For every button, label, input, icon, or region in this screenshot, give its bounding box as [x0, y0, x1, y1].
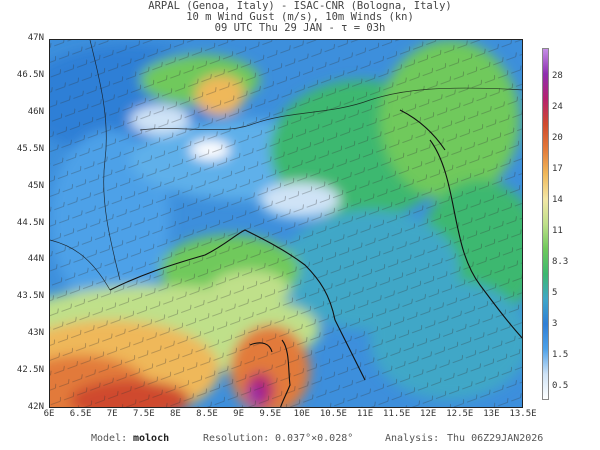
- borders: [50, 40, 522, 291]
- lat-tick-label: 46.5N: [16, 69, 44, 80]
- title-line-1: ARPAL (Genoa, Italy) - ISAC-CNR (Bologna…: [148, 0, 452, 12]
- lat-tick-label: 47N: [27, 33, 44, 43]
- title-line-2: 10 m Wind Gust (m/s), 10m Winds (kn): [186, 11, 414, 23]
- lon-tick-label: 6E: [43, 409, 55, 419]
- resolution-value: 0.037°×0.028°: [275, 433, 354, 444]
- lat-tick-label: 44.5N: [16, 217, 44, 228]
- map-canvas: [50, 40, 522, 407]
- lon-tick-label: 6.5E: [69, 409, 92, 419]
- colorbar-tick-label: 17: [552, 164, 563, 174]
- coastlines: [109, 109, 522, 407]
- lon-tick-label: 10E: [293, 409, 310, 419]
- lon-tick-label: 8E: [169, 409, 181, 419]
- lon-tick-label: 13E: [483, 409, 500, 419]
- lat-tick-label: 44N: [27, 254, 44, 265]
- colorbar-tick-label: 8.3: [552, 257, 569, 267]
- lat-tick-label: 45.5N: [16, 143, 44, 154]
- lon-tick-label: 7E: [106, 409, 118, 419]
- lon-tick-label: 9E: [233, 409, 245, 419]
- colorbar-tick-label: 11: [552, 226, 563, 236]
- model-label: Model:: [91, 433, 128, 444]
- lon-tick-label: 12E: [420, 409, 437, 419]
- model-name: moloch: [133, 433, 170, 444]
- colorbar-tick-label: 1.5: [552, 350, 569, 360]
- lon-tick-label: 8.5E: [196, 409, 218, 419]
- lat-tick-label: 45N: [27, 180, 44, 191]
- lon-tick-label: 11.5E: [383, 409, 411, 419]
- colorbar-tick-label: 3: [552, 319, 558, 329]
- lon-tick-label: 7.5E: [132, 409, 155, 419]
- wind-barbs: [50, 40, 522, 407]
- lon-tick-label: 11E: [356, 409, 374, 419]
- lon-tick-label: 12.5E: [446, 409, 474, 419]
- wind-gust-map: [49, 39, 523, 408]
- analysis-value: Thu 06Z29JAN2026: [447, 433, 544, 444]
- colorbar-tick-label: 0.5: [552, 381, 569, 391]
- analysis-label: Analysis:: [385, 433, 440, 444]
- lat-tick-label: 42N: [27, 402, 44, 412]
- colorbar-tick-label: 24: [552, 102, 563, 112]
- lon-tick-label: 9.5E: [259, 409, 282, 419]
- colorbar-tick-label: 5: [552, 288, 558, 298]
- title-line-3: 09 UTC Thu 29 JAN - τ = 03h: [214, 22, 386, 34]
- lat-tick-label: 46N: [27, 106, 44, 117]
- colorbar-tick-label: 20: [552, 133, 563, 143]
- resolution-label: Resolution:: [203, 433, 270, 444]
- lon-tick-label: 13.5E: [509, 409, 537, 419]
- lat-tick-label: 43.5N: [16, 291, 44, 302]
- lat-tick-label: 43N: [27, 328, 44, 339]
- colorbar-tick-label: 28: [552, 71, 563, 81]
- lat-tick-label: 42.5N: [16, 365, 44, 376]
- colorbar: [542, 48, 549, 400]
- lon-tick-label: 10.5E: [319, 409, 347, 419]
- colorbar-tick-label: 14: [552, 195, 563, 205]
